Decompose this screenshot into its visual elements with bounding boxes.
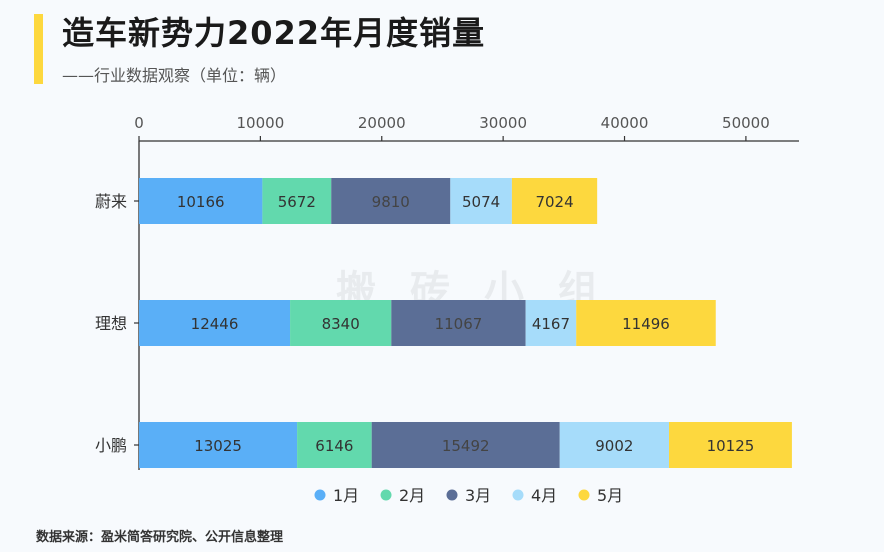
legend-marker [578, 489, 590, 501]
bar-segment [391, 300, 526, 346]
bar-value-label: 11496 [622, 315, 670, 333]
bar-segment [525, 300, 577, 346]
legend-marker [446, 489, 458, 501]
bar-value-label: 10125 [707, 437, 755, 455]
x-tick-label: 0 [134, 114, 144, 132]
bar-segment [511, 178, 598, 224]
x-tick-label: 50000 [722, 114, 770, 132]
chart-subtitle: ——行业数据观察（单位：辆） [62, 66, 287, 85]
legend-marker [380, 489, 392, 501]
data-source-note: 数据来源：盈米简答研究院、公开信息整理 [36, 530, 284, 545]
bar-segment [262, 178, 332, 224]
bar-value-label: 10166 [177, 193, 225, 211]
bar-value-label: 9002 [595, 437, 633, 455]
category-label: 理想 [95, 314, 127, 333]
bar-value-label: 4167 [532, 315, 570, 333]
legend-marker [314, 489, 326, 501]
bar-segment [290, 300, 392, 346]
bar-value-label: 15492 [442, 437, 490, 455]
legend-label: 1月 [333, 486, 359, 505]
legend-label: 4月 [531, 486, 557, 505]
x-tick-label: 40000 [601, 114, 649, 132]
bar-segment [559, 422, 670, 468]
chart-title: 造车新势力2022年月度销量 [62, 14, 486, 52]
x-tick-label: 10000 [237, 114, 285, 132]
bar-segment [139, 300, 291, 346]
title-accent-bar [34, 14, 43, 84]
bar-value-label: 12446 [191, 315, 239, 333]
bar-segment [669, 422, 792, 468]
bar-segment [139, 422, 298, 468]
x-tick-label: 30000 [479, 114, 527, 132]
bar-value-label: 8340 [322, 315, 360, 333]
legend-label: 2月 [399, 486, 425, 505]
x-tick-label: 20000 [358, 114, 406, 132]
bar-value-label: 9810 [372, 193, 410, 211]
category-label: 蔚来 [95, 192, 127, 211]
legend-marker [512, 489, 524, 501]
bar-segment [371, 422, 560, 468]
bar-value-label: 13025 [194, 437, 242, 455]
bar-segment [139, 178, 263, 224]
legend-label: 5月 [597, 486, 623, 505]
bar-segment [331, 178, 451, 224]
category-label: 小鹏 [95, 436, 127, 455]
legend-label: 3月 [465, 486, 491, 505]
bar-value-label: 6146 [315, 437, 353, 455]
bar-segment [450, 178, 512, 224]
bar-value-label: 5074 [462, 193, 500, 211]
bar-value-label: 11067 [435, 315, 483, 333]
bar-value-label: 5672 [278, 193, 316, 211]
bar-segment [297, 422, 372, 468]
bar-value-label: 7024 [535, 193, 573, 211]
bar-segment [576, 300, 716, 346]
